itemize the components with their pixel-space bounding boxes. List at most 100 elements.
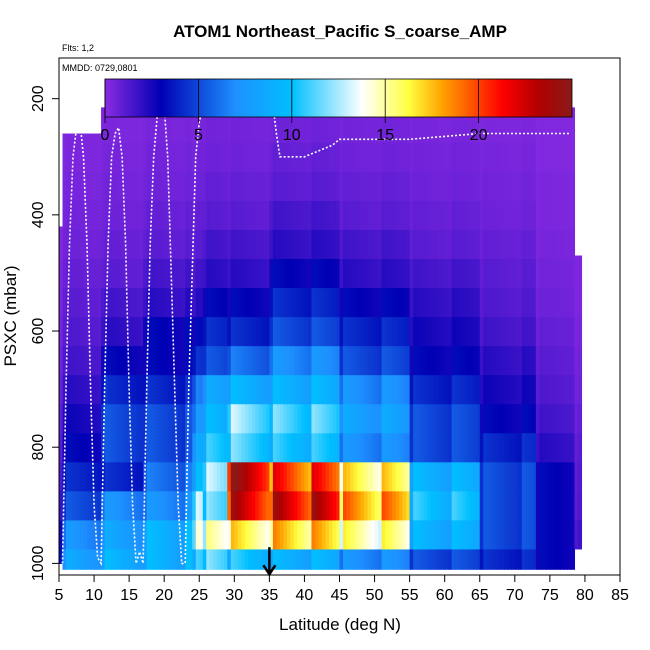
heatmap-cell (255, 519, 260, 550)
heatmap-cell (392, 490, 397, 521)
heatmap-cell (283, 461, 288, 492)
heatmap-cell (279, 287, 284, 318)
heatmap-cell (143, 117, 148, 143)
heatmap-cell (332, 287, 337, 318)
heatmap-cell (213, 345, 218, 376)
heatmap-cell (483, 142, 488, 172)
heatmap-cell (101, 287, 106, 318)
heatmap-cell (286, 519, 292, 550)
heatmap-cell (350, 374, 355, 405)
heatmap-cell (181, 229, 186, 260)
heatmap-cell (76, 461, 81, 492)
heatmap-cell (479, 461, 484, 492)
heatmap-cell (427, 432, 432, 463)
heatmap-cell (255, 432, 260, 463)
heatmap-cell (416, 258, 421, 289)
heatmap-cell (339, 374, 344, 405)
heatmap-cell (59, 287, 64, 318)
heatmap-cell (241, 548, 246, 570)
heatmap-cell (451, 229, 456, 260)
heatmap-cell (335, 403, 341, 434)
heatmap-cell (199, 316, 204, 347)
heatmap-cell (360, 229, 365, 260)
heatmap-cell (122, 117, 127, 143)
heatmap-cell (181, 200, 186, 230)
heatmap-cell (192, 229, 197, 260)
heatmap-cell (132, 171, 137, 201)
heatmap-cell (406, 461, 411, 492)
heatmap-cell (129, 345, 134, 376)
heatmap-cell (188, 374, 193, 405)
heatmap-cell (192, 403, 197, 434)
heatmap-cell (395, 316, 400, 347)
heatmap-cell (213, 287, 218, 318)
heatmap-cell (339, 490, 344, 521)
heatmap-cell (416, 490, 421, 521)
heatmap-cell (188, 171, 193, 201)
heatmap-cell (472, 287, 477, 318)
heatmap-cell (504, 345, 509, 376)
heatmap-cell (97, 316, 102, 347)
heatmap-cell (202, 258, 207, 289)
heatmap-cell (521, 142, 526, 172)
heatmap-cell (535, 171, 540, 201)
heatmap-cell (206, 403, 211, 434)
heatmap-cell (371, 461, 376, 492)
heatmap-cell (178, 490, 183, 521)
heatmap-cell (367, 316, 372, 347)
heatmap-cell (556, 287, 561, 318)
heatmap-cell (335, 316, 341, 347)
heatmap-cell (395, 519, 400, 550)
heatmap-cell (374, 403, 379, 434)
heatmap-cell (518, 374, 523, 405)
heatmap-cell (507, 461, 512, 492)
heatmap-cell (199, 490, 204, 521)
heatmap-cell (328, 142, 334, 172)
heatmap-cell (262, 548, 267, 570)
heatmap-cell (364, 142, 369, 172)
heatmap-cell (392, 345, 397, 376)
heatmap-cell (462, 229, 467, 260)
heatmap-cell (493, 432, 498, 463)
heatmap-cell (153, 229, 158, 260)
heatmap-cell (192, 374, 197, 405)
heatmap-cell (493, 142, 498, 172)
heatmap-cell (409, 461, 414, 492)
heatmap-cell (420, 432, 425, 463)
heatmap-cell (192, 258, 197, 289)
heatmap-cell (493, 403, 498, 434)
heatmap-cell (230, 117, 235, 143)
heatmap-cell (483, 287, 488, 318)
heatmap-cell (360, 142, 365, 172)
heatmap-cell (171, 287, 176, 318)
heatmap-cell (402, 142, 407, 172)
heatmap-cell (311, 258, 316, 289)
heatmap-cell (416, 519, 421, 550)
heatmap-cell (367, 287, 372, 318)
heatmap-cell (364, 519, 369, 550)
heatmap-cell (150, 258, 155, 289)
heatmap-cell (157, 403, 162, 434)
heatmap-cell (420, 403, 425, 434)
heatmap-cell (69, 200, 74, 230)
heatmap-cell (111, 171, 116, 201)
heatmap-cell (406, 403, 411, 434)
heatmap-cell (434, 142, 439, 172)
heatmap-cell (493, 200, 498, 230)
heatmap-cell (497, 117, 502, 143)
heatmap-cell (286, 461, 292, 492)
heatmap-cell (167, 374, 172, 405)
heatmap-cell (87, 258, 92, 289)
heatmap-cell (427, 490, 432, 521)
heatmap-cell (132, 117, 137, 143)
heatmap-cell (227, 171, 232, 201)
heatmap-cell (430, 519, 435, 550)
heatmap-cell (343, 200, 348, 230)
heatmap-cell (160, 142, 165, 172)
heatmap-cell (476, 258, 481, 289)
heatmap-cell (314, 287, 320, 318)
heatmap-cell (202, 316, 207, 347)
heatmap-cell (539, 490, 544, 521)
heatmap-cell (76, 519, 81, 550)
heatmap-cell (87, 432, 92, 463)
